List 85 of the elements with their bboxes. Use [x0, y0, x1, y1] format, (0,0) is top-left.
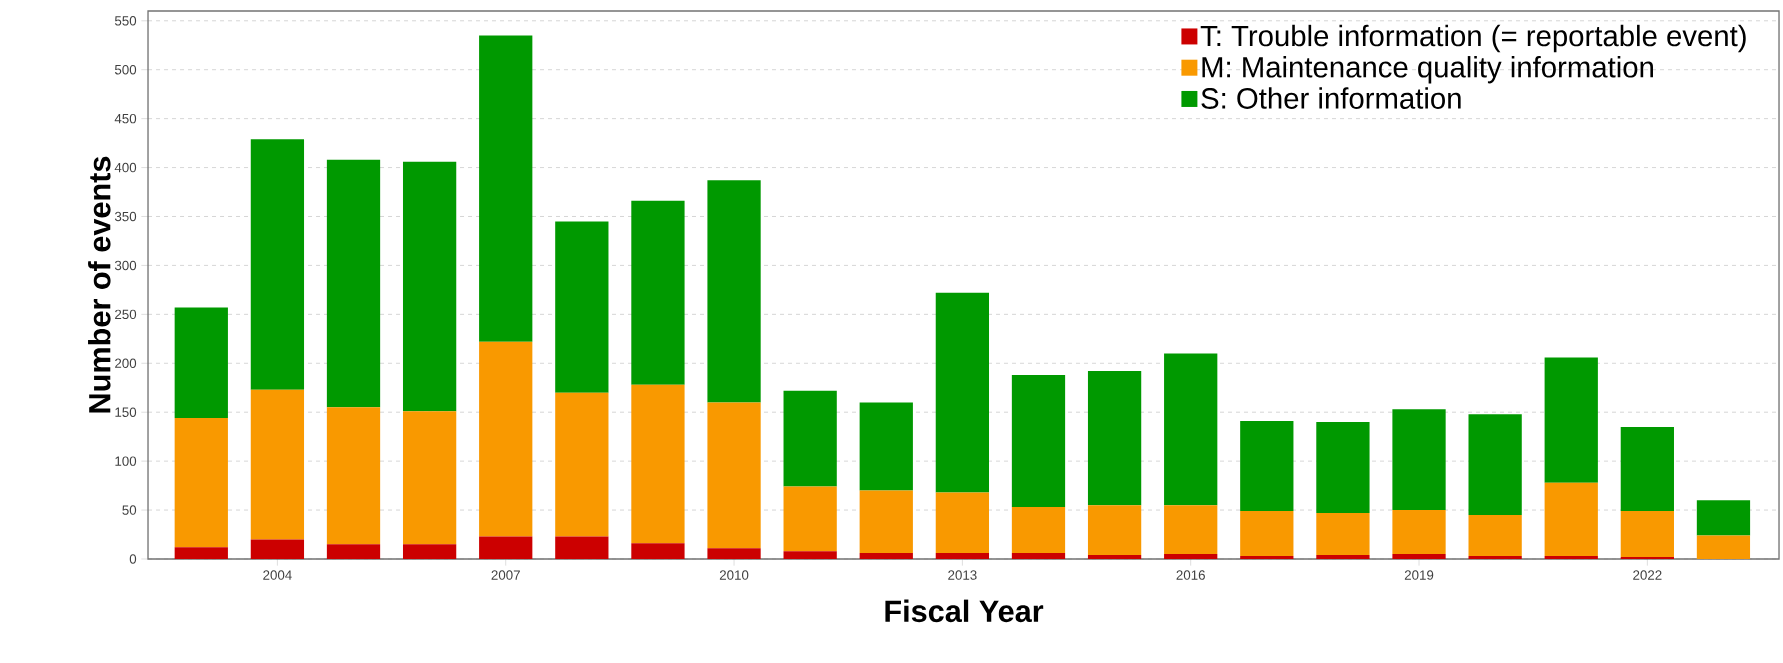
bar — [1468, 414, 1522, 515]
bar — [1696, 500, 1751, 536]
bar — [783, 390, 837, 487]
bar — [1392, 510, 1446, 555]
bar — [935, 553, 990, 559]
bar — [1011, 553, 1066, 559]
bar — [1392, 554, 1446, 559]
y-tick-label: 100 — [115, 456, 137, 466]
bar — [555, 536, 609, 559]
bar — [402, 161, 457, 412]
bar — [479, 536, 533, 559]
bar — [1316, 555, 1370, 559]
bar — [1316, 513, 1370, 556]
bar — [250, 389, 305, 540]
bar — [707, 180, 761, 403]
bar — [1240, 421, 1294, 512]
x-tick-label: 2013 — [948, 570, 977, 580]
y-tick-label: 300 — [114, 260, 137, 271]
bar — [631, 384, 685, 544]
bar — [1240, 556, 1294, 559]
y-tick-label: 150 — [115, 407, 137, 417]
bar — [859, 490, 913, 554]
bar — [402, 411, 457, 545]
bar — [1620, 511, 1674, 558]
bar — [1544, 556, 1598, 559]
bar — [1011, 375, 1066, 508]
bar — [1087, 505, 1142, 556]
bar — [402, 544, 457, 559]
bar — [859, 402, 913, 491]
bar — [1011, 507, 1066, 554]
bar — [1164, 554, 1218, 559]
bar — [631, 543, 685, 559]
x-tick-label: 2016 — [1176, 570, 1205, 580]
bar — [326, 544, 381, 559]
bar — [707, 548, 761, 559]
x-tick-label: 2004 — [263, 570, 292, 580]
y-tick-label: 400 — [114, 162, 137, 173]
bar — [707, 402, 761, 549]
bar — [631, 200, 685, 385]
y-tick-label: 450 — [114, 113, 137, 124]
x-axis-title: Fiscal Year — [885, 599, 1044, 623]
bar — [1087, 371, 1142, 506]
y-tick-label: 0 — [129, 554, 137, 564]
legend-label: S: Other information — [1201, 87, 1461, 109]
bar — [479, 341, 533, 537]
y-tick-label: 350 — [114, 211, 137, 222]
x-tick-label: 2019 — [1404, 570, 1434, 580]
y-tick-label: 500 — [114, 64, 137, 75]
bar — [783, 486, 837, 552]
bar — [935, 292, 990, 493]
bar — [479, 35, 533, 342]
bar — [1544, 357, 1598, 483]
bar — [326, 407, 381, 545]
x-tick-label: 2010 — [719, 570, 749, 580]
bar — [250, 539, 305, 559]
bar — [859, 553, 913, 559]
bar — [1164, 505, 1218, 555]
y-tick-label: 200 — [115, 358, 137, 368]
bar — [1240, 511, 1294, 557]
bar — [1544, 482, 1598, 557]
bar — [174, 418, 228, 548]
x-tick-label: 2007 — [491, 570, 520, 580]
legend-label: T: Trouble information (= reportable event) — [1200, 24, 1746, 53]
bar — [783, 551, 837, 559]
bar — [174, 307, 228, 419]
legend-label: M: Maintenance quality information — [1202, 56, 1653, 84]
bar — [1316, 421, 1370, 513]
x-tick-label: 2022 — [1633, 570, 1662, 580]
y-tick-label: 550 — [114, 16, 137, 26]
bar — [935, 492, 990, 554]
y-tick-label: 50 — [122, 505, 137, 515]
bar — [326, 159, 381, 408]
bar — [1392, 409, 1446, 511]
bar — [555, 221, 609, 393]
y-tick-label: 250 — [115, 309, 137, 320]
y-axis-title: Number of events — [88, 156, 111, 413]
bar — [1468, 514, 1522, 557]
bar — [1468, 556, 1522, 559]
bar — [1620, 426, 1674, 512]
bar — [1164, 353, 1218, 506]
bar — [250, 139, 305, 390]
bar — [555, 392, 609, 537]
bar — [1696, 535, 1751, 559]
bar — [1087, 555, 1142, 559]
bar — [174, 547, 228, 559]
